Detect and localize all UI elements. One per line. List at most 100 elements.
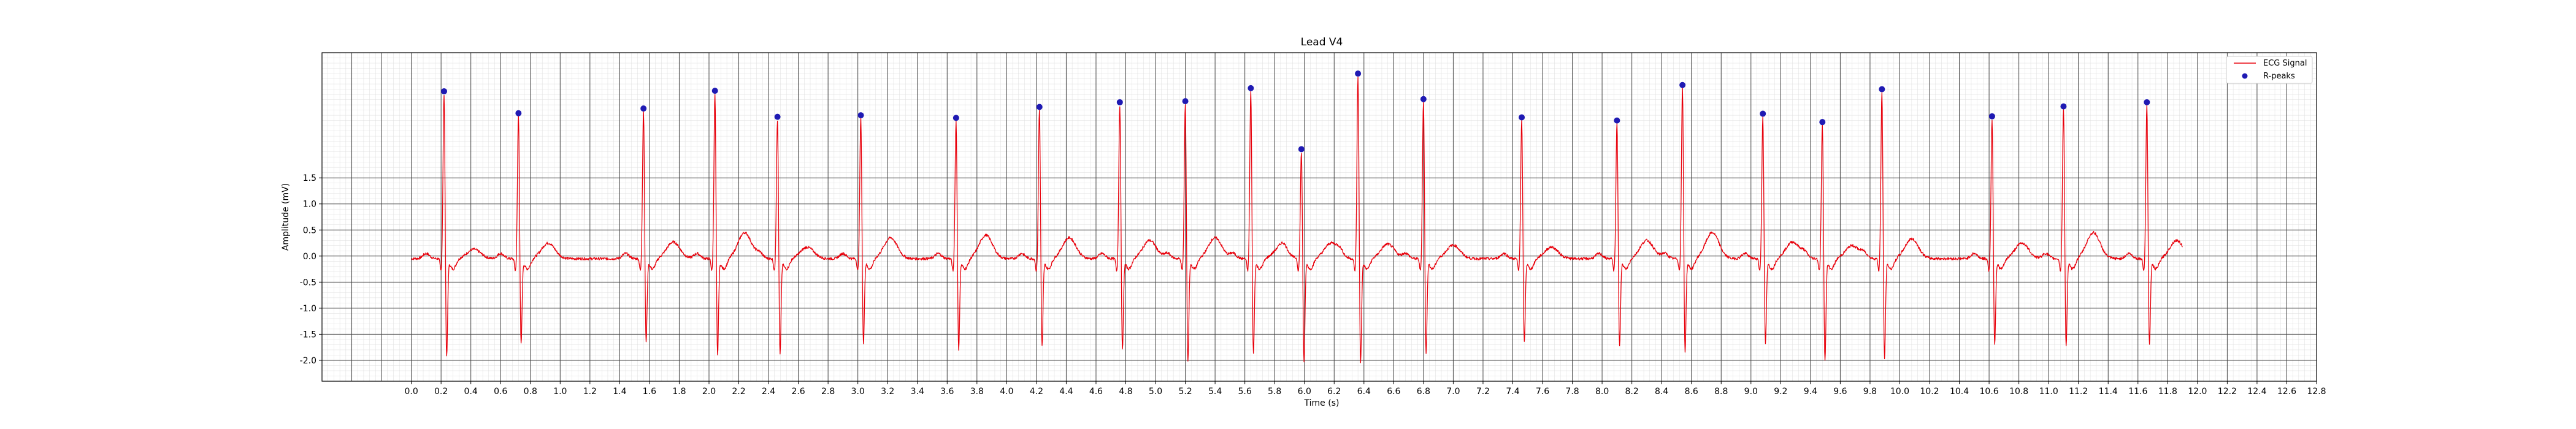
legend-rpeaks-swatch (2242, 73, 2248, 79)
x-tick-label: 11.8 (2158, 387, 2177, 397)
r-peak-marker (1819, 119, 1826, 126)
x-tick-label: 5.0 (1149, 387, 1162, 397)
x-tick-label: 7.4 (1506, 387, 1519, 397)
x-tick-label: 4.4 (1059, 387, 1073, 397)
x-tick-label: 3.2 (881, 387, 894, 397)
x-tick-label: 8.0 (1595, 387, 1609, 397)
r-peak-marker (1298, 146, 1305, 153)
x-tick-label: 5.8 (1268, 387, 1281, 397)
x-tick-label: 5.2 (1178, 387, 1192, 397)
x-tick-label: 8.8 (1714, 387, 1728, 397)
x-tick-label: 9.4 (1804, 387, 1817, 397)
r-peak-marker (1679, 82, 1686, 88)
y-tick-label: 1.0 (303, 200, 316, 210)
x-tick-label: 10.2 (1920, 387, 1939, 397)
x-tick-label: 12.6 (2277, 387, 2296, 397)
legend-ecg-label: ECG Signal (2263, 59, 2307, 68)
x-tick-label: 6.8 (1417, 387, 1430, 397)
r-peak-marker (1036, 104, 1043, 110)
r-peak-marker (2144, 99, 2150, 105)
x-tick-label: 4.6 (1089, 387, 1103, 397)
r-peak-marker (1614, 117, 1620, 124)
x-tick-label: 0.2 (434, 387, 448, 397)
x-tick-label: 11.2 (2069, 387, 2088, 397)
x-tick-label: 12.2 (2218, 387, 2237, 397)
x-tick-label: 3.0 (851, 387, 865, 397)
x-tick-label: 6.0 (1298, 387, 1311, 397)
x-axis-ticks: 0.0 0.2 0.4 0.6 0.8 1.0 1.2 1.4 1.6 1.8 2.0 2.2 2.4 2… (404, 381, 2326, 397)
x-tick-label: 0.0 (404, 387, 418, 397)
x-tick-label: 7.2 (1476, 387, 1490, 397)
y-tick-label: 1.5 (303, 173, 316, 183)
y-tick-label: -0.5 (300, 278, 316, 287)
r-peak-marker (441, 88, 448, 94)
x-tick-label: 5.4 (1208, 387, 1222, 397)
ecg-signal-layer (411, 77, 2183, 363)
major-grid (321, 53, 2317, 381)
r-peak-marker (2060, 103, 2067, 110)
x-tick-label: 7.6 (1536, 387, 1549, 397)
x-tick-label: 9.8 (1863, 387, 1877, 397)
x-tick-label: 11.4 (2099, 387, 2118, 397)
r-peak-marker (1248, 85, 1254, 91)
x-tick-label: 3.4 (911, 387, 924, 397)
y-tick-label: 0.0 (303, 252, 316, 262)
x-tick-label: 10.4 (1950, 387, 1969, 397)
r-peak-marker (1355, 70, 1362, 77)
r-peak-marker (1420, 96, 1427, 102)
r-peak-marker (1519, 114, 1525, 121)
x-tick-label: 2.4 (762, 387, 775, 397)
x-tick-label: 10.0 (1890, 387, 1909, 397)
legend-rpeaks-label: R-peaks (2263, 72, 2295, 81)
r-peak-marker (1182, 98, 1189, 105)
legend: ECG Signal R-peaks (2226, 56, 2313, 84)
y-tick-label: -1.5 (300, 330, 316, 340)
x-tick-label: 7.8 (1565, 387, 1579, 397)
plot-frame (321, 52, 2317, 382)
x-tick-label: 1.2 (583, 387, 597, 397)
x-tick-label: 8.4 (1655, 387, 1668, 397)
y-tick-label: -2.0 (300, 356, 316, 366)
r-peak-marker (774, 113, 781, 120)
minor-grid (321, 52, 2317, 382)
y-axis-label: Amplitude (mV) (281, 183, 291, 251)
x-tick-label: 3.8 (970, 387, 984, 397)
ecg-signal-line (411, 77, 2183, 363)
r-peak-marker (1988, 113, 1995, 120)
x-tick-label: 2.8 (821, 387, 835, 397)
r-peak-marker (1879, 86, 1885, 93)
x-tick-label: 6.2 (1327, 387, 1341, 397)
x-tick-label: 0.6 (494, 387, 507, 397)
x-tick-label: 0.8 (524, 387, 537, 397)
x-tick-label: 12.0 (2188, 387, 2207, 397)
x-tick-label: 5.6 (1238, 387, 1252, 397)
x-tick-label: 11.6 (2128, 387, 2147, 397)
r-peak-marker (640, 105, 647, 112)
x-tick-label: 1.4 (613, 387, 626, 397)
x-tick-label: 9.0 (1744, 387, 1758, 397)
x-tick-label: 1.6 (643, 387, 656, 397)
x-tick-label: 8.2 (1625, 387, 1639, 397)
x-tick-label: 10.8 (2009, 387, 2028, 397)
x-tick-label: 10.6 (1980, 387, 1999, 397)
y-axis-ticks: -2.0 -1.5 -1.0 -0.5 0.0 0.5 1.0 1.5 (300, 173, 322, 366)
x-tick-label: 4.2 (1030, 387, 1043, 397)
r-peak-marker (857, 112, 864, 119)
x-tick-label: 12.4 (2247, 387, 2266, 397)
x-tick-label: 11.0 (2039, 387, 2058, 397)
r-peak-marker (711, 88, 718, 94)
x-tick-label: 4.0 (1000, 387, 1013, 397)
x-tick-label: 2.2 (732, 387, 745, 397)
x-tick-label: 6.4 (1357, 387, 1371, 397)
r-peak-marker (1116, 99, 1123, 105)
x-tick-label: 2.6 (791, 387, 805, 397)
x-tick-label: 12.8 (2307, 387, 2326, 397)
x-tick-label: 9.2 (1774, 387, 1787, 397)
x-tick-label: 3.6 (940, 387, 954, 397)
x-tick-label: 2.0 (702, 387, 716, 397)
x-tick-label: 1.0 (553, 387, 567, 397)
r-peaks-layer (441, 70, 2150, 153)
x-tick-label: 0.4 (464, 387, 478, 397)
r-peak-marker (515, 110, 522, 116)
